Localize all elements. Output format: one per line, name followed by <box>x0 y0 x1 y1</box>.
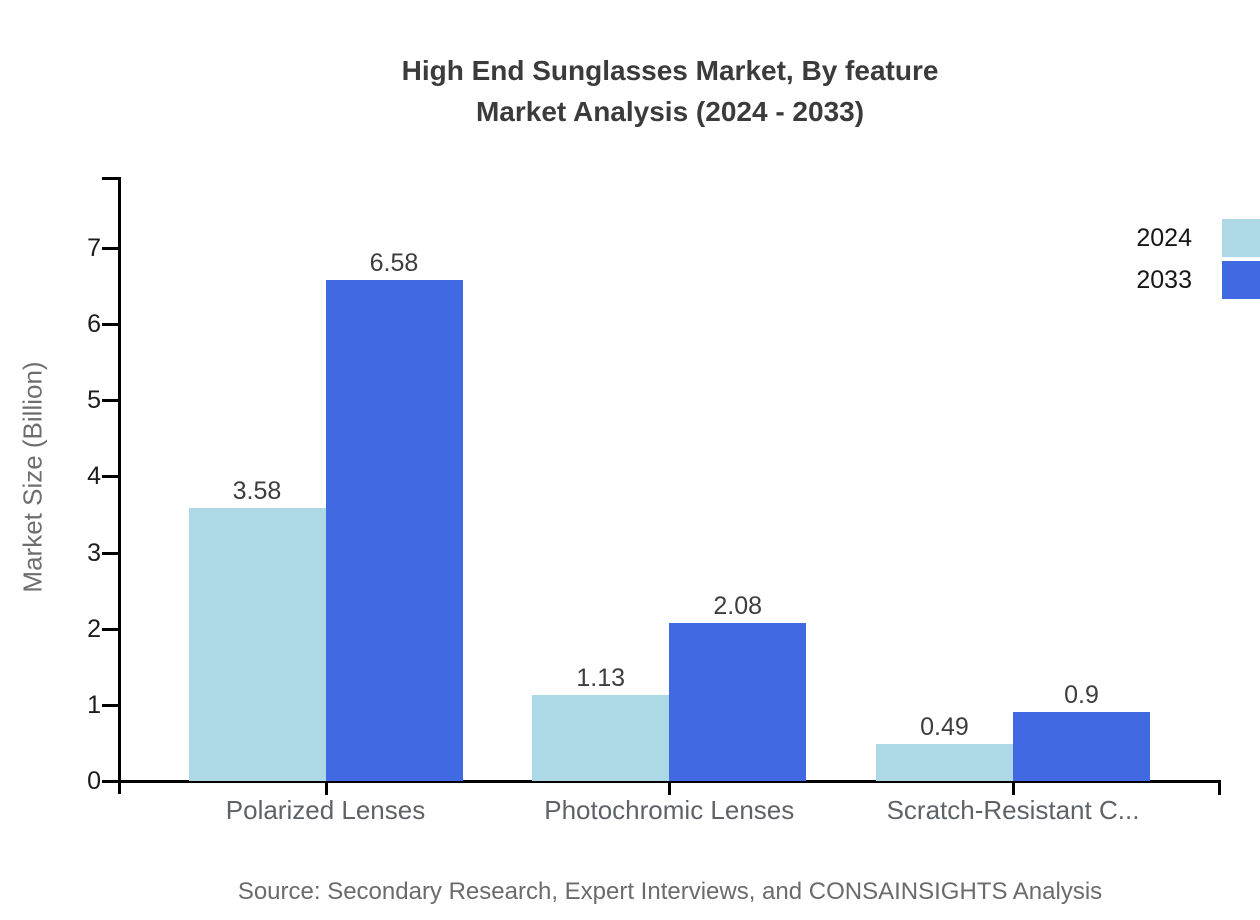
y-tick-mark-0 <box>102 780 118 783</box>
x-tick-mark-polarized-lenses <box>324 781 328 795</box>
category-label-scratch-resistant-c: Scratch-Resistant C... <box>886 795 1140 825</box>
bar-value-label-2024-photochromic-lenses: 1.13 <box>576 663 626 692</box>
chart-title: High End Sunglasses Market, By feature M… <box>80 50 1260 132</box>
chart-title-line1: High End Sunglasses Market, By feature <box>401 55 939 86</box>
bar-value-label-2033-polarized-lenses: 6.58 <box>369 248 419 277</box>
y-tick-mark-2 <box>102 627 118 631</box>
y-tick-label-0: 0 <box>87 767 101 795</box>
source-note: Source: Secondary Research, Expert Inter… <box>237 878 1103 905</box>
x-tick-mark-photochromic-lenses <box>668 781 672 795</box>
y-tick-mark-6 <box>102 323 118 327</box>
chart-title-line2: Market Analysis (2024 - 2033) <box>475 96 865 127</box>
x-tick-mark-scratch-resistant-c <box>1012 781 1015 795</box>
y-tick-label-6: 6 <box>87 310 101 339</box>
bar-2024-scratch-resistant-c <box>876 743 1013 781</box>
y-tick-label-1: 1 <box>87 690 101 719</box>
y-tick-mark-3 <box>102 551 118 555</box>
y-tick-label-4: 4 <box>87 462 101 491</box>
category-label-photochromic-lenses: Photochromic Lenses <box>544 795 795 825</box>
y-tick-mark-1 <box>102 703 118 707</box>
x-axis-line <box>102 780 1221 783</box>
bar-2033-polarized-lenses <box>325 279 463 781</box>
category-label-polarized-lenses: Polarized Lenses <box>225 795 426 825</box>
legend-swatch-2024 <box>1222 219 1260 257</box>
y-tick-label-7: 7 <box>87 234 101 263</box>
legend: 2024 2033 <box>1136 219 1260 303</box>
bar-2033-photochromic-lenses <box>669 622 807 781</box>
y-tick-label-3: 3 <box>87 538 101 567</box>
y-tick-label-5: 5 <box>87 386 101 415</box>
legend-label-2033: 2033 <box>1136 265 1192 294</box>
y-tick-label-2: 2 <box>87 614 101 643</box>
bar-2033-scratch-resistant-c <box>1013 712 1150 781</box>
y-axis-top-cap <box>102 177 121 180</box>
bar-2024-photochromic-lenses <box>532 694 670 781</box>
legend-row-2033: 2033 <box>1136 261 1260 299</box>
legend-row-2024: 2024 <box>1136 219 1260 257</box>
x-axis-end-tick <box>1218 781 1221 795</box>
bar-2024-polarized-lenses <box>188 508 326 781</box>
bar-value-label-2033-scratch-resistant-c: 0.9 <box>1064 681 1099 710</box>
bar-value-label-2024-scratch-resistant-c: 0.49 <box>920 712 969 741</box>
legend-label-2024: 2024 <box>1136 223 1192 252</box>
y-tick-mark-7 <box>102 247 118 251</box>
y-tick-mark-4 <box>102 475 118 479</box>
y-tick-mark-5 <box>102 399 118 403</box>
y-axis-line <box>118 177 121 794</box>
bar-value-label-2033-photochromic-lenses: 2.08 <box>713 591 763 620</box>
legend-swatch-2033 <box>1222 261 1260 299</box>
bar-value-label-2024-polarized-lenses: 3.58 <box>232 477 282 506</box>
